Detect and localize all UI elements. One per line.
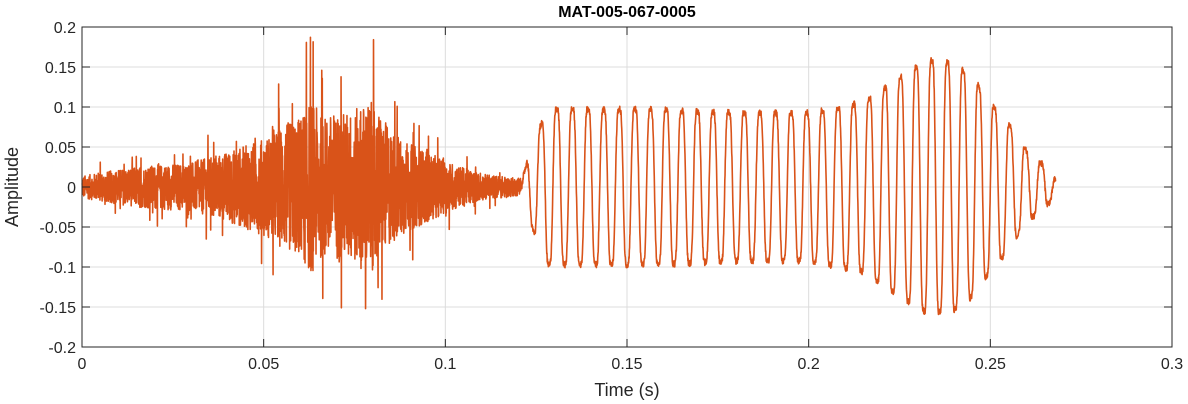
y-axis-label: Amplitude bbox=[2, 147, 22, 227]
axis-ticks bbox=[81, 26, 1173, 348]
x-tick-label: 0.15 bbox=[611, 356, 642, 373]
y-tick-label: 0 bbox=[67, 180, 76, 197]
y-tick-label: 0.1 bbox=[54, 100, 76, 117]
y-tick-label: -0.1 bbox=[48, 260, 76, 277]
waveform-series bbox=[81, 36, 1057, 316]
y-tick-label: 0.15 bbox=[45, 60, 76, 77]
x-tick-label: 0.1 bbox=[434, 356, 456, 373]
x-tick-label: 0.05 bbox=[248, 356, 279, 373]
x-tick-labels: 0 0.05 0.1 0.15 0.2 0.25 0.3 bbox=[78, 356, 1184, 373]
x-tick-label: 0.25 bbox=[975, 356, 1006, 373]
x-tick-label: 0.2 bbox=[798, 356, 820, 373]
chart-title: MAT-005-067-0005 bbox=[558, 4, 696, 21]
y-tick-label: 0.2 bbox=[54, 20, 76, 37]
y-tick-labels: -0.2 -0.15 -0.1 -0.05 0 0.05 0.1 0.15 0.2 bbox=[40, 20, 77, 357]
y-tick-label: 0.05 bbox=[45, 140, 76, 157]
y-tick-label: -0.05 bbox=[40, 220, 77, 237]
x-tick-label: 0.3 bbox=[1161, 356, 1183, 373]
y-tick-label: -0.15 bbox=[40, 300, 77, 317]
waveform-line bbox=[81, 36, 1057, 316]
x-tick-label: 0 bbox=[78, 356, 87, 373]
x-axis-label: Time (s) bbox=[594, 380, 659, 400]
y-tick-label: -0.2 bbox=[48, 340, 76, 357]
